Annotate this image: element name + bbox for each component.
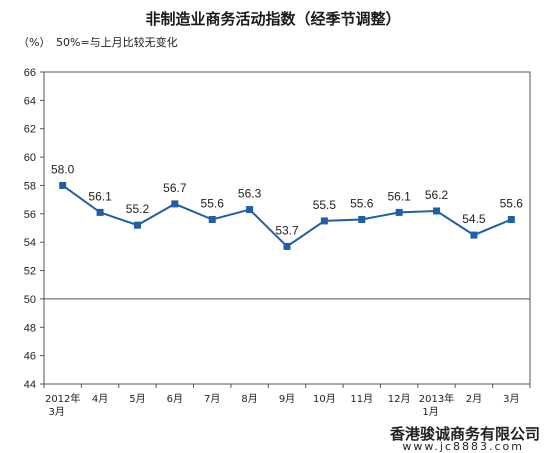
y-tick-label: 66 bbox=[24, 67, 36, 79]
data-point bbox=[246, 206, 254, 214]
chart-annotation: 50%=与上月比较无变化 bbox=[56, 36, 178, 49]
x-tick-label: 8月 bbox=[241, 393, 257, 405]
y-tick-label: 48 bbox=[24, 322, 36, 334]
y-tick-label: 62 bbox=[24, 124, 36, 136]
data-label: 56.7 bbox=[163, 181, 187, 195]
data-point bbox=[59, 181, 67, 189]
y-tick-label: 46 bbox=[24, 351, 36, 363]
data-label: 56.1 bbox=[88, 189, 112, 203]
x-tick-label: 2013年 bbox=[419, 392, 454, 405]
x-tick-label: 10月 bbox=[313, 393, 336, 405]
data-point bbox=[171, 200, 179, 208]
x-tick-label: 2月 bbox=[466, 393, 482, 405]
y-tick-label: 60 bbox=[24, 152, 36, 164]
data-label: 55.6 bbox=[350, 196, 374, 210]
y-tick-label: 52 bbox=[24, 266, 36, 278]
x-tick-label: 1月 bbox=[422, 406, 438, 418]
y-tick-label: 56 bbox=[24, 209, 36, 221]
x-tick-label: 3月 bbox=[49, 406, 65, 418]
data-point bbox=[507, 215, 515, 223]
data-label: 53.7 bbox=[275, 223, 299, 237]
data-point bbox=[320, 217, 328, 225]
x-tick-label: 2012年 bbox=[45, 392, 80, 405]
watermark-company: 香港骏诚商务有限公司 bbox=[389, 425, 540, 443]
data-label: 55.6 bbox=[201, 196, 225, 210]
y-tick-label: 50 bbox=[24, 294, 36, 306]
data-label: 56.2 bbox=[425, 188, 449, 202]
data-point bbox=[395, 208, 403, 216]
data-label: 56.1 bbox=[387, 189, 411, 203]
x-tick-label: 5月 bbox=[129, 393, 145, 405]
data-label: 55.2 bbox=[126, 202, 150, 216]
data-point bbox=[433, 207, 441, 215]
data-label: 54.5 bbox=[462, 212, 486, 226]
data-point bbox=[133, 221, 141, 229]
y-tick-label: 54 bbox=[24, 237, 36, 249]
data-label: 58.0 bbox=[51, 162, 75, 176]
x-tick-label: 7月 bbox=[204, 393, 220, 405]
y-tick-label: 64 bbox=[24, 95, 36, 107]
plot-frame bbox=[43, 71, 531, 385]
data-label: 55.6 bbox=[500, 196, 524, 210]
data-point bbox=[358, 215, 366, 223]
x-tick-label: 3月 bbox=[503, 393, 519, 405]
data-label: 55.5 bbox=[313, 198, 337, 212]
data-point bbox=[96, 208, 104, 216]
y-unit-label: （%） bbox=[18, 36, 51, 49]
x-tick-label: 11月 bbox=[350, 393, 373, 405]
chart-title: 非制造业商务活动指数（经季节调整） bbox=[145, 10, 401, 28]
data-point bbox=[470, 231, 478, 239]
x-tick-label: 9月 bbox=[279, 393, 295, 405]
x-tick-label: 6月 bbox=[167, 393, 183, 405]
x-tick-label: 12月 bbox=[388, 393, 411, 405]
x-tick-label: 4月 bbox=[92, 393, 108, 405]
data-label: 56.3 bbox=[238, 187, 262, 201]
watermark-url: www.jc8883.com bbox=[402, 440, 524, 453]
data-point bbox=[208, 215, 216, 223]
y-tick-label: 58 bbox=[24, 180, 36, 192]
data-point bbox=[283, 242, 291, 250]
y-tick-label: 44 bbox=[24, 379, 36, 391]
